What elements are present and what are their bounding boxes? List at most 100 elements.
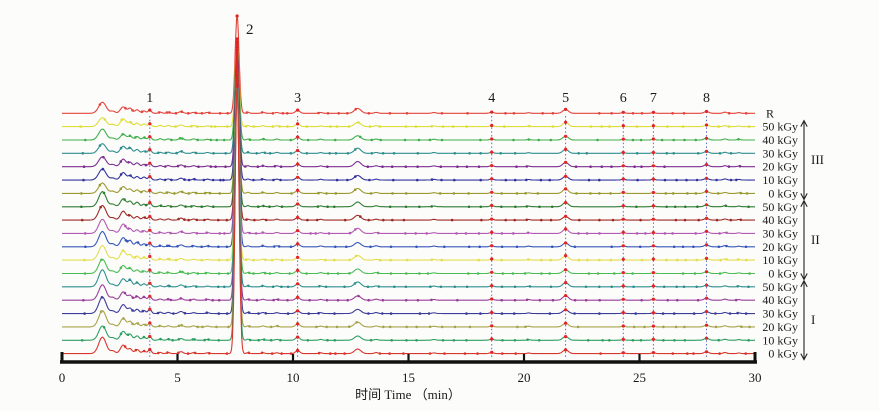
numbered-peak-dot [621, 244, 625, 248]
trace-label: 30 kGy [762, 307, 798, 321]
peak-dot [598, 178, 601, 182]
peak-dot [144, 323, 147, 327]
numbered-peak-dot [490, 230, 494, 234]
peak-dot [177, 217, 180, 221]
axis-tick-label: 20 [518, 370, 531, 385]
trace-label: 50 kGy [762, 280, 798, 294]
numbered-peak-dot [564, 335, 568, 339]
peak-dot [404, 125, 408, 128]
numbered-peak-dot [148, 321, 152, 325]
peak-dot [663, 178, 667, 182]
peak-dot [465, 165, 469, 168]
peak-dot [346, 152, 350, 155]
peak-dot [214, 165, 217, 168]
peak-dot [98, 144, 102, 147]
peak-dot [525, 165, 529, 168]
peak-dot [465, 125, 469, 128]
peak-dot [271, 125, 275, 128]
peak-dot [728, 312, 732, 315]
peak-dot [101, 167, 105, 171]
peak-dot [640, 112, 644, 115]
peak-dot [550, 205, 554, 209]
numbered-peak-dot [621, 297, 625, 301]
peak-dot [166, 351, 169, 354]
numbered-peak-dot [296, 295, 300, 299]
peak-dot [171, 338, 174, 342]
peak-dot [736, 311, 739, 315]
peak-dot [205, 311, 209, 315]
peak-dot [632, 325, 636, 329]
peak-dot [598, 218, 601, 222]
numbered-peak-dot [704, 189, 709, 193]
peak-dot [289, 138, 293, 142]
peak-dot [414, 125, 418, 128]
trace-II-0kGy [62, 68, 755, 275]
peak-dot [177, 338, 181, 341]
peak-dot [681, 125, 685, 128]
peak-dot [430, 205, 434, 208]
numbered-peak-dot [235, 14, 239, 18]
peak-dot [81, 152, 85, 155]
peak-dot [377, 231, 380, 235]
numbered-peak-dot [621, 217, 625, 221]
numbered-peak-dot [651, 231, 656, 235]
numbered-peak-dot [235, 68, 239, 72]
peak-dot [271, 112, 275, 115]
peak-dot [468, 152, 471, 155]
numbered-peak-dot [621, 230, 625, 234]
peak-dot [268, 272, 272, 275]
peak-dot [286, 312, 290, 315]
peak-dot [131, 309, 134, 312]
peak-dot [440, 325, 444, 329]
peak-dot [168, 257, 171, 261]
numbered-peak-dot [651, 297, 656, 301]
peak-dot [190, 205, 193, 208]
peak-dot [404, 285, 408, 289]
peak-dot [584, 285, 588, 289]
peak-dot [140, 190, 143, 194]
peak-dot [501, 352, 504, 355]
trace-label: 40 kGy [762, 133, 798, 147]
peak-dot [245, 218, 248, 221]
peak-dot [682, 112, 686, 115]
peak-dot [278, 125, 281, 128]
peak-dot [334, 192, 338, 195]
peak-dot [598, 232, 601, 235]
peak-dot [609, 192, 612, 195]
peak-dot [598, 298, 601, 302]
peak-dot [222, 138, 226, 142]
peak-dot [717, 125, 720, 128]
peak-dot [248, 325, 251, 328]
peak-dot [134, 348, 138, 352]
numbered-peak-dot [621, 137, 625, 141]
numbered-peak-dot [621, 177, 625, 181]
peak-dot [745, 258, 748, 262]
peak-dot [666, 125, 669, 128]
peak-dot [696, 298, 700, 302]
peak-dot [127, 213, 131, 217]
numbered-peak-dot [235, 73, 239, 77]
peak-dot [98, 183, 102, 187]
peak-dot [573, 298, 577, 302]
peak-dot [84, 138, 87, 142]
peak-dot [255, 152, 258, 155]
peak-dot [343, 352, 346, 355]
peak-dot [500, 285, 504, 289]
trace-label: 10 kGy [762, 173, 798, 187]
peak-dot [585, 152, 589, 155]
peak-dot [280, 205, 284, 208]
peak-dot [456, 165, 459, 168]
peak-dot [718, 352, 721, 355]
peak-dot [512, 112, 516, 115]
peak-dot [388, 325, 392, 329]
peak-dot [247, 351, 251, 355]
numbered-peak-dot [621, 204, 625, 208]
peak-dot [317, 351, 321, 355]
peak-dot [119, 187, 123, 191]
peak-dot [143, 216, 147, 219]
peak-dot [673, 339, 676, 342]
arrow-up-icon [800, 279, 808, 288]
peak-dot [586, 258, 589, 262]
peak-dot [425, 232, 429, 235]
peak-dot [549, 285, 553, 289]
